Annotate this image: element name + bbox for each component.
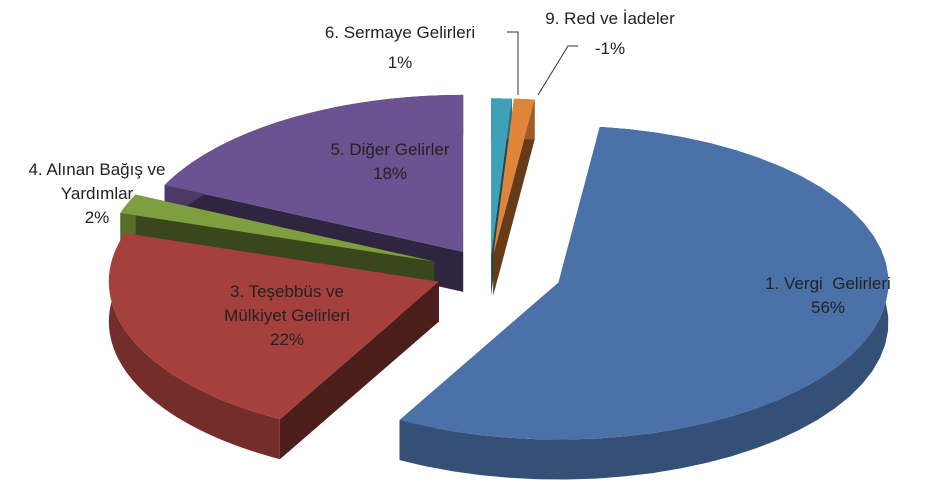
slice-top bbox=[164, 94, 464, 252]
value-label: 56% bbox=[810, 298, 846, 317]
slice-wall bbox=[399, 126, 889, 480]
slice bbox=[108, 233, 439, 460]
slice-top bbox=[120, 194, 435, 262]
slice-label: 9. Red ve İadeler -1% bbox=[510, 4, 710, 64]
slice-top bbox=[491, 98, 512, 256]
value-label: 18% bbox=[372, 164, 408, 183]
slice-label: 5. Diğer Gelirler 18% bbox=[290, 138, 490, 186]
slice-label: 4. Alınan Bağış ve Yardımlar 2% bbox=[2, 158, 192, 230]
slice-label: 1. Vergi Gelirleri 56% bbox=[728, 272, 927, 320]
slice-label: 6. Sermaye Gelirleri 1% bbox=[280, 18, 520, 78]
leader-line bbox=[507, 31, 519, 95]
category-label: 6. Sermaye Gelirleri bbox=[324, 23, 476, 42]
category-label: 3. Teşebbüs ve Mülkiyet Gelirleri bbox=[224, 282, 350, 325]
slice-label: 3. Teşebbüs ve Mülkiyet Gelirleri 22% bbox=[197, 280, 377, 352]
category-label: 4. Alınan Bağış ve Yardımlar bbox=[28, 160, 170, 203]
value-label: 22% bbox=[269, 330, 305, 349]
slice-side bbox=[493, 99, 535, 296]
value-label: -1% bbox=[594, 39, 626, 58]
leader-line bbox=[537, 45, 578, 96]
slice-side bbox=[279, 281, 439, 460]
value-label: 1% bbox=[387, 53, 413, 72]
slice-top bbox=[493, 98, 535, 256]
slice-top bbox=[108, 233, 439, 420]
category-label: 5. Diğer Gelirler bbox=[330, 140, 450, 159]
value-label: 2% bbox=[84, 208, 110, 227]
slice-top bbox=[399, 126, 889, 440]
category-label: 9. Red ve İadeler bbox=[545, 9, 675, 28]
slice bbox=[399, 126, 889, 480]
category-label: 1. Vergi Gelirleri bbox=[765, 274, 891, 293]
slice-wall bbox=[108, 233, 280, 460]
slice bbox=[493, 98, 535, 296]
